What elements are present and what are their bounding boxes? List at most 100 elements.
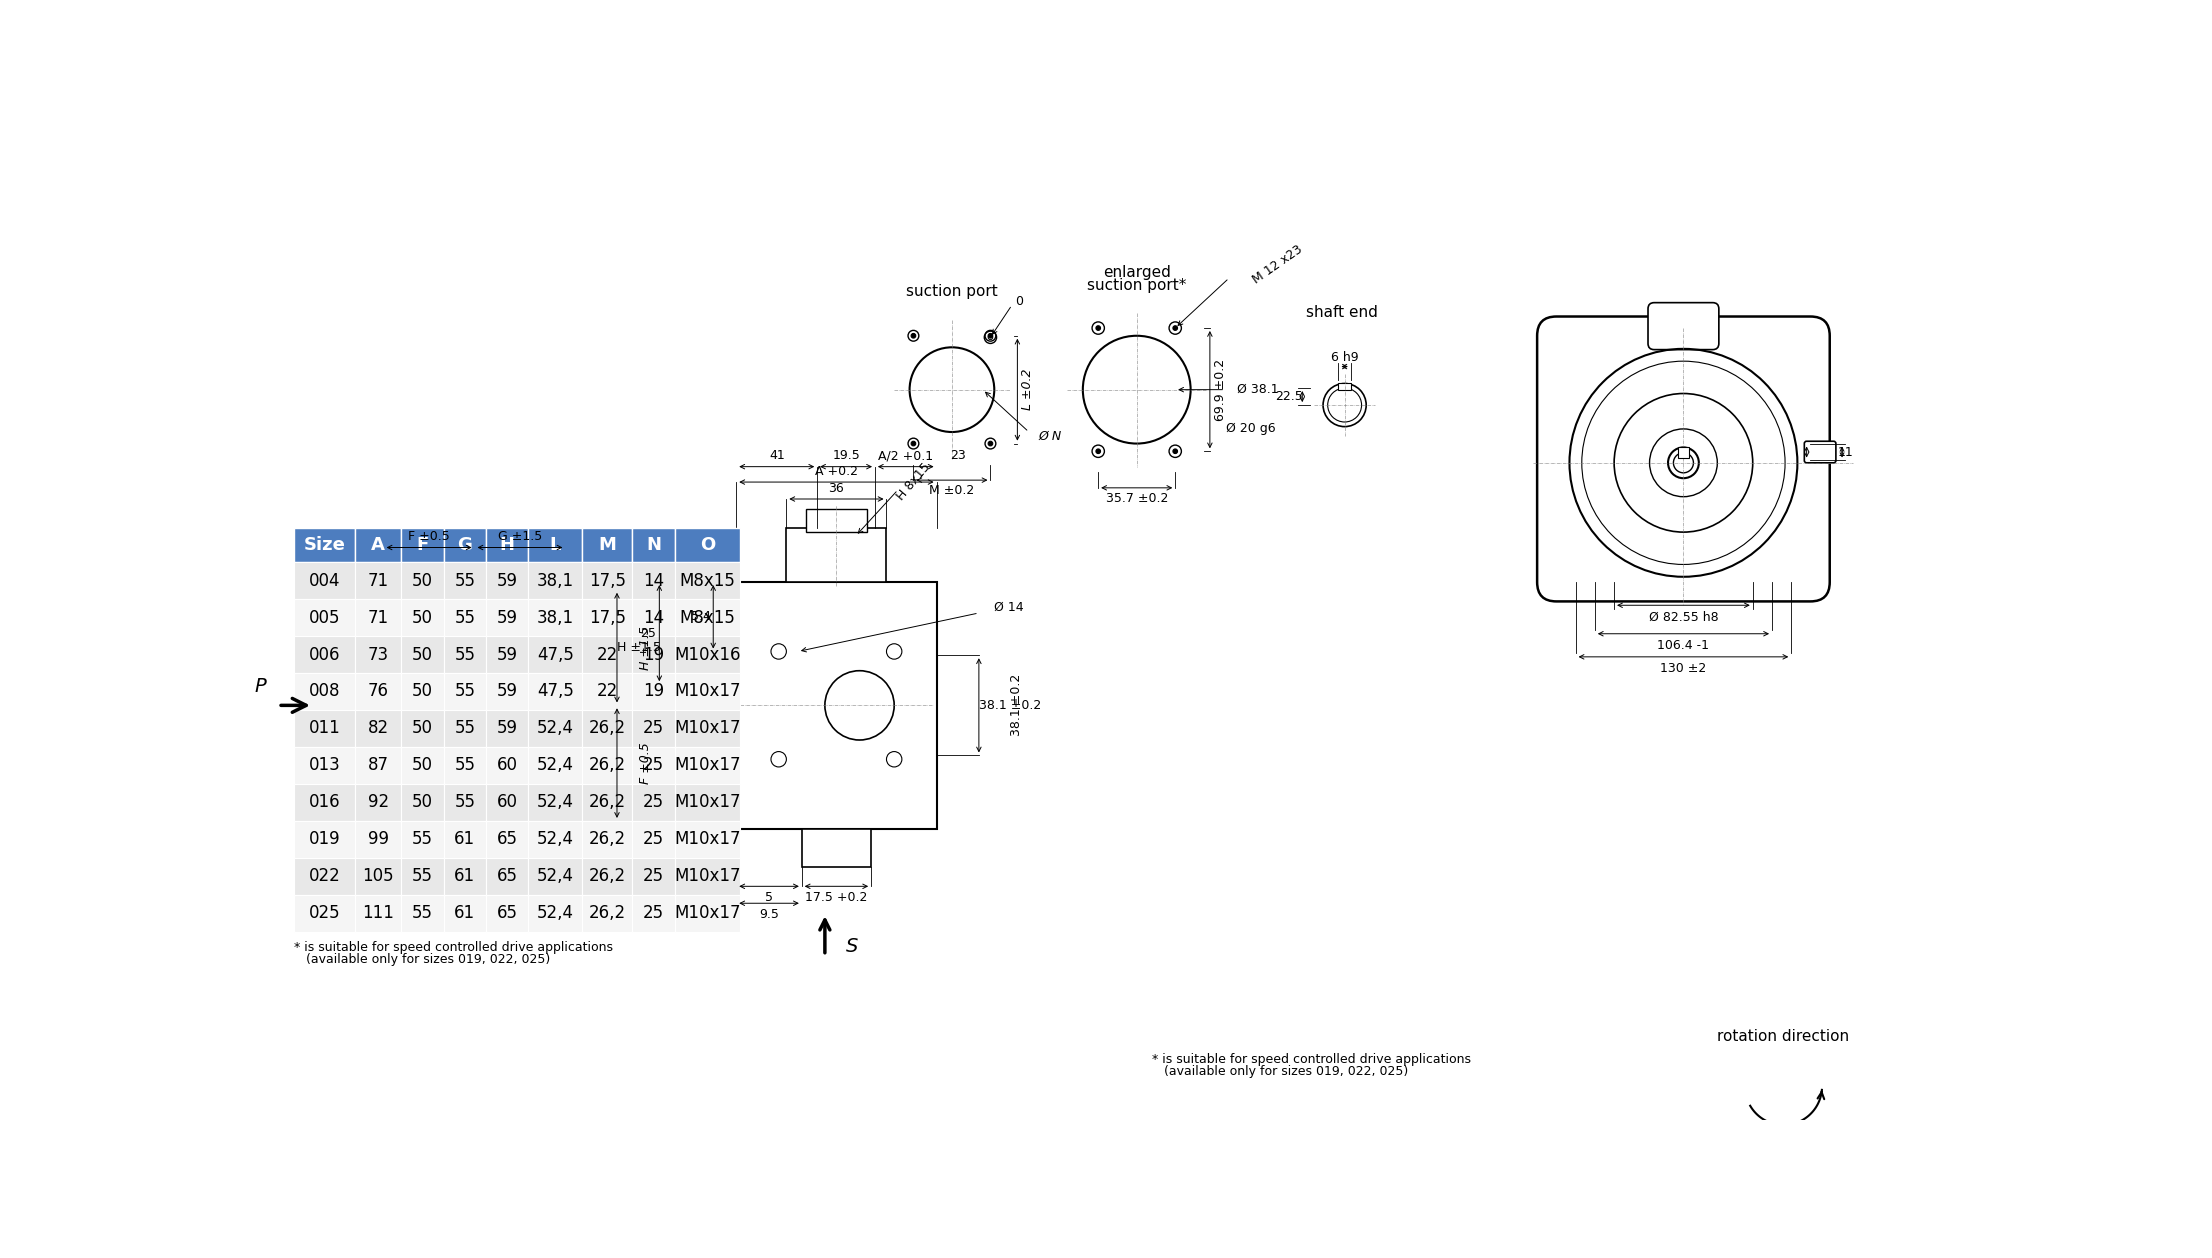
Text: 52,4: 52,4 [538, 720, 573, 737]
Text: 106.4 -1: 106.4 -1 [1657, 639, 1710, 652]
Text: 9.5: 9.5 [759, 907, 779, 921]
Bar [633, 784, 675, 821]
Text: M10x17: M10x17 [675, 905, 741, 922]
Circle shape [989, 333, 993, 338]
Bar [445, 599, 487, 637]
Text: A +0.2: A +0.2 [814, 464, 858, 478]
Text: 011: 011 [307, 720, 341, 737]
Text: 71: 71 [367, 609, 389, 626]
Text: 52,4: 52,4 [538, 756, 573, 775]
Bar [445, 637, 487, 673]
Bar [582, 562, 633, 599]
Text: 87: 87 [367, 756, 389, 775]
Text: 22: 22 [597, 645, 617, 663]
Circle shape [1172, 326, 1177, 331]
Text: 111: 111 [363, 905, 394, 922]
Text: N: N [646, 536, 661, 555]
Text: Ø 82.55 h8: Ø 82.55 h8 [1648, 610, 1719, 623]
Bar [356, 599, 400, 637]
Text: 50: 50 [411, 571, 434, 590]
Text: 130 ±2: 130 ±2 [1661, 662, 1705, 674]
Text: 25: 25 [644, 867, 664, 886]
Bar [801, 829, 872, 867]
Text: 19.5: 19.5 [832, 449, 860, 463]
Text: shaft end: shaft end [1305, 306, 1378, 320]
Text: 59: 59 [498, 609, 518, 626]
Text: 36: 36 [830, 482, 845, 494]
Bar [487, 894, 529, 932]
Text: 105: 105 [363, 867, 394, 886]
Text: 52,4: 52,4 [538, 867, 573, 886]
Text: 38,1: 38,1 [538, 609, 573, 626]
Bar [1338, 384, 1352, 390]
Bar [675, 858, 741, 894]
Bar [487, 599, 529, 637]
Text: 99: 99 [367, 830, 389, 848]
Text: 38,1: 38,1 [538, 571, 573, 590]
Bar [356, 821, 400, 858]
FancyBboxPatch shape [438, 830, 511, 877]
Text: 52,4: 52,4 [538, 905, 573, 922]
Text: 004: 004 [310, 571, 341, 590]
Text: 14: 14 [644, 609, 664, 626]
Text: 71: 71 [367, 571, 389, 590]
Bar [294, 821, 356, 858]
Bar [582, 637, 633, 673]
Text: 14: 14 [644, 571, 664, 590]
Text: 17,5: 17,5 [588, 571, 626, 590]
Text: 35.7 ±0.2: 35.7 ±0.2 [1106, 492, 1168, 506]
Text: 19: 19 [644, 645, 664, 663]
Text: 59: 59 [498, 645, 518, 663]
Text: 73: 73 [367, 645, 389, 663]
Text: P: P [254, 677, 265, 696]
Bar [582, 821, 633, 858]
Circle shape [1095, 449, 1102, 454]
Text: suction port*: suction port* [1086, 278, 1186, 293]
Text: 6 h9: 6 h9 [1332, 351, 1358, 364]
Circle shape [1172, 449, 1177, 454]
Text: 55: 55 [411, 905, 434, 922]
Text: 50: 50 [411, 683, 434, 701]
Text: 61: 61 [453, 830, 476, 848]
Bar [445, 528, 487, 562]
Text: F: F [416, 536, 429, 555]
Bar [675, 784, 741, 821]
Text: 23: 23 [951, 449, 967, 463]
Bar [529, 821, 582, 858]
FancyBboxPatch shape [447, 555, 502, 595]
Text: 65: 65 [498, 830, 518, 848]
Text: 26,2: 26,2 [588, 756, 626, 775]
Text: 25: 25 [644, 720, 664, 737]
Bar [675, 710, 741, 747]
Bar [400, 821, 445, 858]
Bar [529, 894, 582, 932]
Text: suction port: suction port [907, 284, 998, 299]
Text: rotation direction: rotation direction [1717, 1029, 1849, 1044]
Text: 025: 025 [307, 905, 341, 922]
Text: 55: 55 [453, 609, 476, 626]
Bar [633, 599, 675, 637]
Bar [582, 673, 633, 710]
Bar [805, 509, 867, 532]
Text: (available only for sizes 019, 022, 025): (available only for sizes 019, 022, 025) [1152, 1066, 1409, 1078]
Text: M10x17: M10x17 [675, 830, 741, 848]
Bar [487, 562, 529, 599]
Text: 25: 25 [641, 626, 657, 639]
Bar [633, 673, 675, 710]
Bar [679, 684, 739, 727]
Text: 50: 50 [411, 645, 434, 663]
Bar [529, 858, 582, 894]
Bar [487, 710, 529, 747]
Text: M 12 x23: M 12 x23 [1250, 243, 1305, 287]
Text: H: H [500, 536, 515, 555]
Text: 47,5: 47,5 [538, 645, 573, 663]
Text: 92: 92 [367, 794, 389, 811]
Text: 38.1 ±0.2: 38.1 ±0.2 [1009, 674, 1022, 736]
Bar [582, 858, 633, 894]
Text: M10x17: M10x17 [675, 683, 741, 701]
Text: 55: 55 [453, 571, 476, 590]
Bar [582, 784, 633, 821]
Text: 61: 61 [453, 867, 476, 886]
Bar [356, 894, 400, 932]
Text: 50: 50 [411, 609, 434, 626]
